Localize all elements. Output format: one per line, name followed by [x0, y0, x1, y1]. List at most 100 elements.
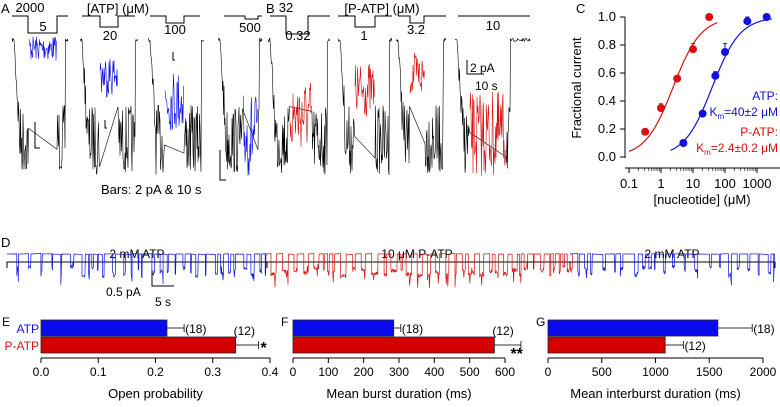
panel-g-bar-p-atp	[547, 336, 666, 354]
panel-b-trace-4-test	[469, 91, 506, 176]
panel-b-trace-2-test	[354, 64, 375, 117]
panel-b-trace-2-black	[337, 37, 393, 175]
panel-g-x-tick-label: 0	[545, 365, 552, 379]
panel-b-trace-3-test	[409, 52, 425, 94]
panel-b-scale-s: 10 s	[475, 79, 498, 93]
panel-c-point-atp	[698, 109, 707, 118]
panel-a-scalebar-4	[219, 150, 226, 181]
panel-c-point-atp	[743, 17, 752, 26]
panel-d-trace-atp-2	[569, 252, 775, 286]
panel-c-x-tick-label: 0.1	[620, 176, 638, 191]
panel-g-error-bar	[665, 341, 684, 349]
panel-f-x-tick-label: 300	[389, 365, 409, 379]
panel-g-x-tick-label: 500	[592, 365, 612, 379]
panel-b-step-3	[398, 15, 446, 24]
panel-e-error-bar	[166, 324, 185, 332]
panel-b-scalebar	[466, 60, 484, 75]
panel-e-x-label: Open probability	[108, 386, 203, 401]
panel-c-x-tick-label: 1	[657, 176, 664, 191]
panel-b-conc-4: 10	[486, 18, 500, 33]
panel-c-point-p-atp	[689, 45, 697, 54]
panel-f-bar-atp	[292, 319, 395, 337]
panel-e-n-label: (18)	[185, 322, 206, 336]
panel-c-legend-atp: ATP:	[752, 89, 778, 103]
panel-f-bar-p-atp	[292, 336, 495, 354]
panel-c-point-p-atp	[657, 104, 665, 112]
panel-g-x-label: Mean interburst duration (ms)	[570, 386, 741, 401]
panel-f-x-tick-label: 600	[495, 365, 515, 379]
panel-c-point-p-atp	[705, 13, 714, 21]
panel-e-category-atp: ATP	[17, 322, 39, 336]
panel-a-trace-2-test	[99, 58, 118, 98]
panel-d-scalebar	[151, 270, 174, 287]
panel-c-point-atp	[721, 48, 729, 56]
panel-a-scalebar-3	[172, 52, 175, 61]
panel-a-conc-2: 20	[103, 28, 117, 43]
panel-c-point-atp	[762, 13, 771, 21]
panel-a-step-3	[150, 15, 200, 24]
panel-e-bar-p-atp	[40, 336, 237, 354]
panel-e-x-tick-label: 0.0	[33, 365, 50, 379]
panel-d-trace-atp-1	[6, 253, 267, 285]
panel-f-x-tick-label: 500	[460, 365, 480, 379]
panel-c-point-p-atp	[673, 74, 682, 83]
panel-c-x-tick-label: 100	[714, 176, 736, 191]
panel-a-step-4	[224, 15, 262, 20]
panel-f-error-bar	[494, 341, 522, 349]
panel-e-x-tick-label: 0.2	[147, 365, 164, 379]
panel-f-letter: F	[281, 315, 288, 329]
panel-c-legend-p-atp: P-ATP:	[740, 125, 778, 139]
panel-c-point-atp	[711, 71, 720, 80]
panel-a-trace-4-test	[242, 95, 258, 176]
panel-g-n-label: (12)	[684, 339, 705, 353]
panel-b-letter: B	[266, 1, 275, 16]
panel-a-trace-4-black	[217, 37, 263, 173]
panel-a-letter: A	[1, 1, 10, 16]
panel-c-y-label: Fractional current	[569, 37, 584, 139]
panel-b-conc-3: 3.2	[407, 22, 425, 37]
panel-a-trace-3-test	[164, 73, 184, 131]
panel-e-x-tick-label: 0.3	[204, 365, 221, 379]
panel-e-x-tick-label: 0.1	[90, 365, 107, 379]
panel-a-step-2	[82, 15, 135, 28]
panel-e-n-label: (12)	[234, 324, 255, 338]
panel-c-km-p-atp: Km=2.4±0.2 μM	[696, 141, 778, 157]
panel-e-bar-atp	[40, 319, 168, 337]
panel-d-scale-pa: 0.5 pA	[106, 285, 141, 299]
panel-b-scale-pa: 2 pA	[470, 61, 495, 75]
panel-a-trace-1-test	[28, 36, 57, 61]
panel-a-scalebar-1	[34, 122, 40, 149]
panel-b-conc-1: 0.32	[285, 28, 310, 43]
panel-d-letter: D	[1, 235, 10, 250]
panel-c-y-tick-label: 0.6	[598, 65, 616, 80]
panel-e-significance: *	[261, 340, 268, 357]
panel-d-scale-s: 5 s	[155, 295, 171, 309]
panel-g-x-tick-label: 1000	[642, 365, 669, 379]
panel-c-x-tick-label: 10	[686, 176, 700, 191]
panel-g-x-tick-label: 2000	[750, 365, 777, 379]
panel-a-trace-2-black	[79, 38, 139, 175]
panel-c-point-atp	[679, 139, 688, 147]
panel-c-y-tick-label: 0.4	[598, 93, 616, 108]
panel-a-conc-4: 500	[239, 20, 261, 35]
panel-a-conc-1: 5	[39, 19, 46, 34]
panel-d-trace-patp	[266, 253, 573, 289]
panel-a-scale-note: Bars: 2 pA & 10 s	[101, 182, 202, 197]
panel-e-error-bar	[235, 341, 260, 349]
panel-f-significance: **	[510, 346, 523, 363]
panel-e-letter: E	[2, 315, 10, 329]
panel-d-bracket-1	[6, 261, 268, 268]
panel-c-x-label: [nucleotide] (μM)	[653, 192, 750, 207]
panel-b-ref-conc: 32	[279, 0, 293, 15]
panel-g-x-tick-label: 1500	[696, 365, 723, 379]
panel-e-category-p-atp: P-ATP	[5, 339, 39, 353]
panel-b-conc-2: 1	[360, 28, 367, 43]
panel-g-n-label: (18)	[753, 322, 774, 336]
panel-f-x-tick-label: 100	[318, 365, 338, 379]
panel-f-x-tick-label: 200	[354, 365, 374, 379]
panel-b-step-2	[338, 15, 392, 28]
panel-c-km-atp: Km=40±2 μM	[709, 105, 778, 121]
panel-a-trace-3-black	[147, 38, 205, 175]
panel-f-n-label: (18)	[402, 322, 423, 336]
